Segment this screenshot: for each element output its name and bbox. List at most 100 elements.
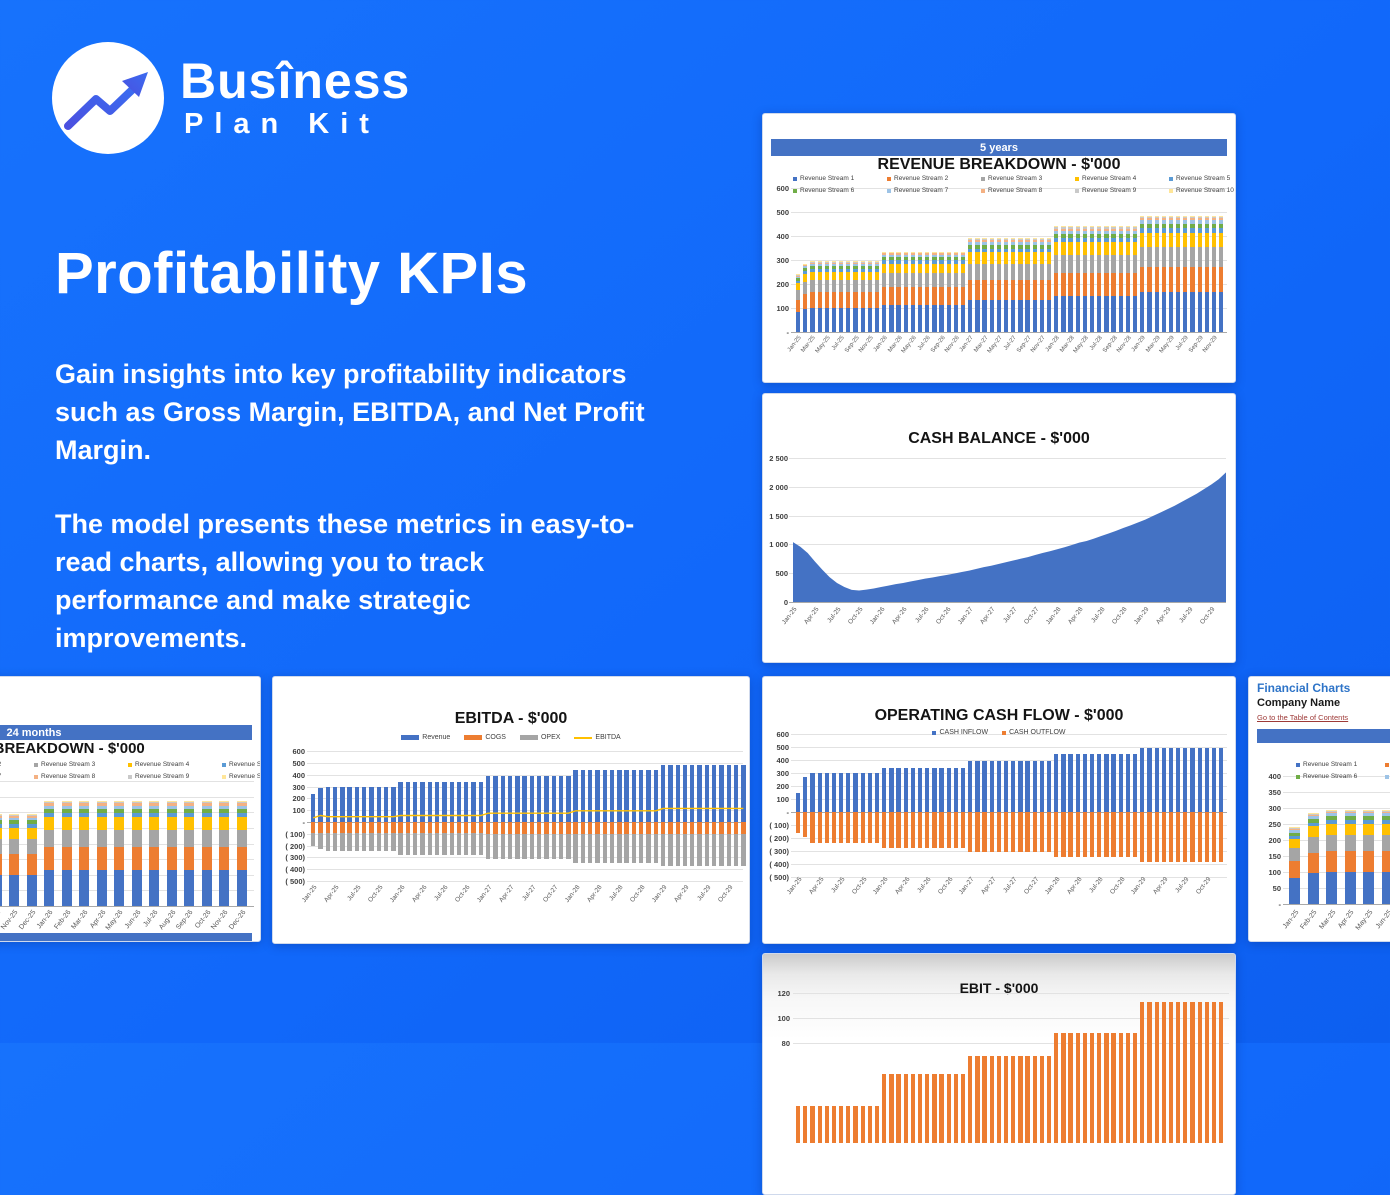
stacked-bar-segment xyxy=(96,801,107,803)
stacked-bar-segment xyxy=(960,252,966,254)
legend-label: Revenue Stream 2 xyxy=(0,761,1,768)
stacked-bar-segment xyxy=(1118,226,1123,228)
bar xyxy=(515,833,520,860)
stacked-bar-segment xyxy=(1061,230,1066,234)
stacked-bar-segment xyxy=(1168,228,1174,234)
stacked-bar-segment xyxy=(1147,215,1152,217)
bar xyxy=(982,760,987,812)
bar xyxy=(456,822,462,834)
stacked-bar-segment xyxy=(1147,233,1152,247)
bar xyxy=(536,775,542,822)
grid-line xyxy=(791,760,1227,761)
stacked-bar-segment xyxy=(968,239,973,241)
stacked-bar-segment xyxy=(996,252,1002,264)
stacked-bar-segment xyxy=(989,242,994,245)
stacked-bar-segment xyxy=(1382,823,1390,836)
stacked-bar-segment xyxy=(925,260,930,264)
bar xyxy=(853,773,858,812)
bar xyxy=(719,834,724,866)
stacked-bar-segment xyxy=(932,263,937,274)
stacked-bar-segment xyxy=(131,870,142,906)
bar xyxy=(1161,1001,1166,1143)
bar xyxy=(383,832,389,852)
bar xyxy=(932,768,937,812)
stacked-bar-segment xyxy=(1204,266,1209,293)
bar xyxy=(796,1105,801,1143)
stacked-bar-segment xyxy=(982,242,987,245)
stacked-bar-segment xyxy=(1344,823,1356,836)
bar xyxy=(544,833,549,860)
stacked-bar-segment xyxy=(839,280,844,293)
stacked-bar-segment xyxy=(1289,827,1300,828)
bar xyxy=(405,822,411,834)
legend-swatch xyxy=(401,735,420,740)
legend-swatch xyxy=(222,774,226,779)
stacked-bar-segment xyxy=(1363,851,1375,872)
bar xyxy=(1032,1055,1037,1143)
bar xyxy=(810,773,815,812)
stacked-bar-segment xyxy=(824,261,829,262)
y-axis-label: 100 xyxy=(777,1014,790,1023)
stacked-bar-segment xyxy=(817,292,822,308)
legend-label: Revenue Stream 6 xyxy=(1303,773,1358,780)
stacked-bar-segment xyxy=(1111,272,1116,297)
stacked-bar-segment xyxy=(1219,228,1224,234)
bar xyxy=(1061,812,1066,857)
grid-line xyxy=(791,877,1227,878)
bar xyxy=(704,764,710,822)
stacked-bar-segment xyxy=(9,820,19,824)
stacked-bar-segment xyxy=(1125,272,1131,297)
bar xyxy=(464,782,469,822)
bar xyxy=(1025,1055,1030,1143)
bar xyxy=(1061,1033,1066,1143)
stacked-bar-segment xyxy=(79,802,89,804)
legend-item: EBITDA xyxy=(574,734,621,741)
table-of-contents-link[interactable]: Go to the Table of Contents xyxy=(1257,713,1349,722)
stacked-bar-segment xyxy=(839,261,844,262)
stacked-bar-segment xyxy=(1089,230,1095,234)
stacked-bar-segment xyxy=(1104,228,1109,231)
stacked-bar-segment xyxy=(1125,233,1131,238)
stacked-bar-segment xyxy=(1075,242,1080,255)
stacked-bar-segment xyxy=(1097,233,1102,238)
stacked-bar-segment xyxy=(1011,263,1016,280)
stacked-bar-segment xyxy=(1032,300,1037,332)
bar xyxy=(1104,1033,1109,1143)
y-axis-label: 0 xyxy=(783,598,788,607)
stacked-bar-segment xyxy=(1168,215,1174,217)
bar xyxy=(318,832,323,850)
bar xyxy=(910,768,916,812)
stacked-bar-segment xyxy=(1363,816,1375,820)
stacked-bar-segment xyxy=(1032,244,1037,249)
stacked-bar-segment xyxy=(1011,300,1016,332)
legend-item: Revenue Stream 3 xyxy=(34,761,95,768)
bar xyxy=(1089,754,1095,812)
bar xyxy=(1154,748,1159,812)
stacked-bar-segment xyxy=(975,252,980,264)
stacked-bar-segment xyxy=(1111,296,1116,332)
stacked-bar-segment xyxy=(9,814,19,816)
stacked-bar-segment xyxy=(114,847,124,871)
stacked-bar-segment xyxy=(889,254,894,258)
bar xyxy=(325,822,330,833)
stacked-bar-segment xyxy=(96,817,107,830)
stacked-bar-segment xyxy=(860,261,865,263)
stacked-bar-segment xyxy=(1382,871,1390,904)
stacked-bar-segment xyxy=(917,253,923,255)
bar xyxy=(1183,812,1188,863)
bar xyxy=(896,812,901,849)
bar xyxy=(917,812,923,849)
bar xyxy=(853,812,858,844)
stacked-bar-segment xyxy=(236,847,247,871)
stacked-bar-segment xyxy=(79,817,89,830)
bar xyxy=(515,775,520,822)
stacked-bar-segment xyxy=(1190,266,1195,293)
bar xyxy=(1068,1033,1073,1143)
stacked-bar-segment xyxy=(989,279,994,301)
bar xyxy=(595,770,600,822)
y-axis-label: ( 500) xyxy=(285,877,305,886)
stacked-bar-segment xyxy=(946,254,951,258)
stacked-bar-segment xyxy=(201,803,212,806)
stacked-bar-segment xyxy=(1104,296,1109,332)
bar xyxy=(960,1074,966,1143)
